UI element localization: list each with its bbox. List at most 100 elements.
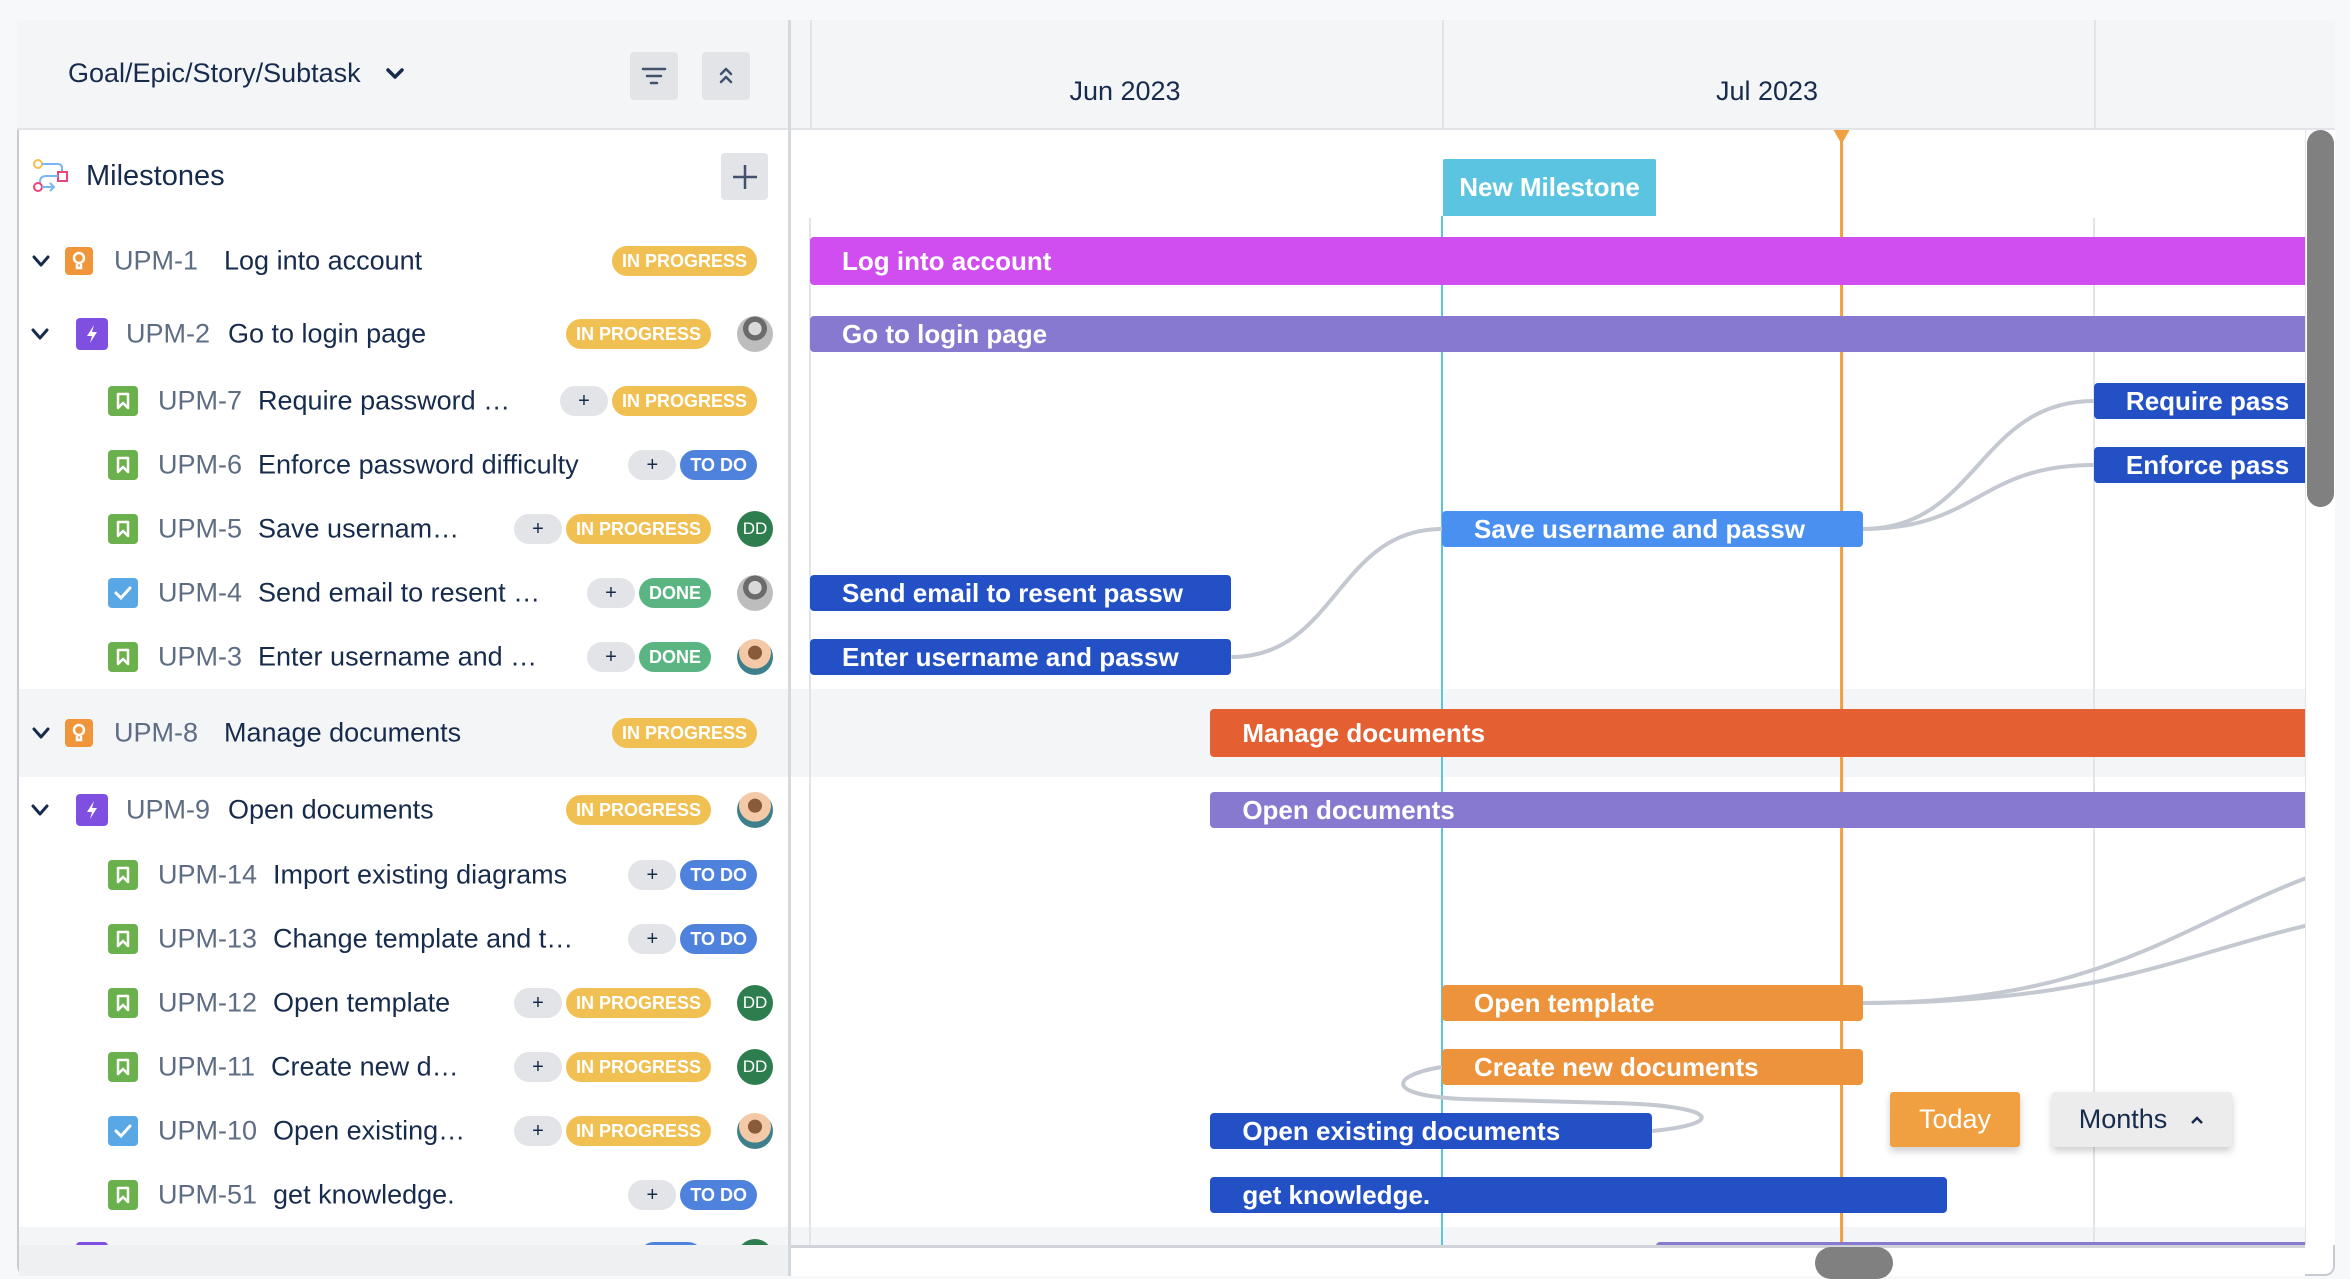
add-child-button[interactable]: +	[586, 642, 635, 672]
gantt-bar[interactable]: Send email to resent passw	[810, 575, 1232, 611]
horizontal-scrollbar[interactable]	[791, 1245, 2305, 1276]
vertical-scrollbar-thumb[interactable]	[2307, 130, 2334, 507]
horizontal-scrollbar-thumb[interactable]	[1815, 1247, 1893, 1279]
zoom-level-select[interactable]: Months	[2052, 1092, 2232, 1147]
status-badge[interactable]: DONE	[638, 578, 711, 608]
gantt-bar-partial[interactable]	[1656, 1242, 2305, 1245]
hierarchy-selector[interactable]: Goal/Epic/Story/Subtask	[68, 58, 405, 89]
gantt-bar[interactable]: Manage documents	[1210, 709, 2305, 757]
issue-key[interactable]: UPM-10	[158, 1115, 258, 1146]
gantt-bar[interactable]: Open existing documents	[1210, 1113, 1653, 1149]
add-milestone-button[interactable]	[721, 153, 768, 200]
gantt-bar[interactable]: get knowledge.	[1210, 1177, 1947, 1213]
gantt-bar[interactable]: Enforce pass	[2093, 447, 2305, 483]
add-child-button[interactable]: +	[513, 514, 562, 544]
issue-label[interactable]: UPM-14 Import existing diagrams	[158, 860, 567, 891]
gantt-bar[interactable]: Require pass	[2093, 383, 2305, 419]
status-badge[interactable]: DONE	[638, 642, 711, 672]
milestone-marker[interactable]: New Milestone	[1443, 159, 1656, 216]
issue-key[interactable]: UPM-12	[158, 987, 258, 1018]
issue-label[interactable]: UPM-1 Log into account	[114, 246, 422, 277]
issue-key[interactable]: UPM-14	[158, 859, 258, 890]
issue-key[interactable]: UPM-1	[114, 245, 199, 276]
today-button[interactable]: Today	[1890, 1092, 2020, 1147]
issue-row[interactable]: UPM-6 Enforce password difficulty + TO DO	[19, 433, 788, 497]
gantt-bar[interactable]: Save username and passw	[1442, 511, 1863, 547]
avatar[interactable]	[737, 316, 773, 352]
status-badge[interactable]: IN PROGRESS	[565, 1116, 711, 1146]
issue-label[interactable]: UPM-8 Manage documents	[114, 718, 461, 749]
avatar[interactable]	[737, 792, 773, 828]
status-badge[interactable]: IN PROGRESS	[565, 1052, 711, 1082]
avatar[interactable]	[737, 575, 773, 611]
gantt-bar[interactable]: Open documents	[1210, 792, 2305, 828]
issue-key[interactable]: UPM-13	[158, 923, 258, 954]
issue-label[interactable]: UPM-10 Open existing…	[158, 1116, 465, 1147]
add-child-button[interactable]: +	[586, 578, 635, 608]
avatar[interactable]: DD	[737, 511, 773, 547]
issue-row[interactable]: UPM-1 Log into account IN PROGRESS	[19, 223, 788, 299]
issue-label[interactable]: UPM-13 Change template and t…	[158, 924, 573, 955]
expand-chevron-icon[interactable]	[29, 323, 51, 345]
add-child-button[interactable]: +	[628, 1180, 677, 1210]
issue-row[interactable]: UPM-10 Open existing… + IN PROGRESS	[19, 1099, 788, 1163]
add-child-button[interactable]: +	[628, 860, 677, 890]
issue-row-partial[interactable]	[19, 1227, 788, 1245]
gantt-bar[interactable]: Go to login page	[810, 316, 2305, 352]
issue-row[interactable]: UPM-13 Change template and t… + TO DO	[19, 907, 788, 971]
issue-key[interactable]: UPM-7	[158, 385, 243, 416]
avatar[interactable]: DD	[737, 985, 773, 1021]
expand-chevron-icon[interactable]	[29, 799, 51, 821]
status-badge[interactable]: IN PROGRESS	[565, 795, 711, 825]
expand-chevron-icon[interactable]	[30, 722, 52, 744]
issue-label[interactable]: UPM-4 Send email to resent …	[158, 578, 540, 609]
add-child-button[interactable]: +	[513, 988, 562, 1018]
issue-row[interactable]: UPM-5 Save usernam… + IN PROGRESS DD	[19, 497, 788, 561]
status-badge[interactable]: TO DO	[680, 860, 757, 890]
issue-key[interactable]: UPM-4	[158, 577, 243, 608]
issue-label[interactable]: UPM-3 Enter username and …	[158, 642, 537, 673]
avatar[interactable]	[737, 1239, 773, 1245]
issue-key[interactable]: UPM-11	[158, 1051, 256, 1082]
status-badge[interactable]: TO DO	[680, 924, 757, 954]
status-badge[interactable]: IN PROGRESS	[565, 988, 711, 1018]
issue-key[interactable]: UPM-51	[158, 1179, 258, 1210]
issue-label[interactable]: UPM-11 Create new d…	[158, 1052, 459, 1083]
collapse-all-button[interactable]	[702, 52, 750, 100]
issue-label[interactable]: UPM-12 Open template	[158, 988, 450, 1019]
status-badge[interactable]: TO DO	[680, 1180, 757, 1210]
add-child-button[interactable]: +	[559, 386, 608, 416]
issue-row[interactable]: UPM-11 Create new d… + IN PROGRESS DD	[19, 1035, 788, 1099]
add-child-button[interactable]: +	[628, 924, 677, 954]
add-child-button[interactable]: +	[513, 1116, 562, 1146]
issue-row[interactable]: UPM-14 Import existing diagrams + TO DO	[19, 843, 788, 907]
issue-key[interactable]: UPM-3	[158, 641, 243, 672]
issue-key[interactable]: UPM-9	[126, 794, 211, 825]
gantt-bar[interactable]: Log into account	[810, 237, 2305, 285]
issue-label[interactable]: UPM-9 Open documents	[126, 795, 434, 826]
issue-row[interactable]: UPM-51 get knowledge. + TO DO	[19, 1163, 788, 1227]
issue-label[interactable]: UPM-5 Save usernam…	[158, 514, 459, 545]
issue-label[interactable]: UPM-2 Go to login page	[126, 319, 426, 350]
status-badge[interactable]: TO DO	[680, 450, 757, 480]
avatar[interactable]	[737, 639, 773, 675]
issue-row[interactable]: UPM-2 Go to login page IN PROGRESS	[19, 299, 788, 369]
issue-row[interactable]: UPM-12 Open template + IN PROGRESS DD	[19, 971, 788, 1035]
issue-row[interactable]: UPM-9 Open documents IN PROGRESS	[19, 777, 788, 843]
issue-key[interactable]: UPM-5	[158, 513, 243, 544]
issue-row[interactable]: UPM-3 Enter username and … + DONE	[19, 625, 788, 689]
issue-label[interactable]: UPM-6 Enforce password difficulty	[158, 450, 579, 481]
avatar[interactable]	[737, 1113, 773, 1149]
add-child-button[interactable]: +	[513, 1052, 562, 1082]
gantt-bar[interactable]: Create new documents	[1442, 1049, 1863, 1085]
issue-row[interactable]: UPM-4 Send email to resent … + DONE	[19, 561, 788, 625]
gantt-bar[interactable]: Open template	[1442, 985, 1863, 1021]
avatar[interactable]: DD	[737, 1049, 773, 1085]
status-badge[interactable]: IN PROGRESS	[611, 718, 757, 748]
status-badge[interactable]: IN PROGRESS	[565, 319, 711, 349]
status-badge[interactable]: IN PROGRESS	[565, 514, 711, 544]
issue-row[interactable]: UPM-7 Require password … + IN PROGRESS	[19, 369, 788, 433]
issue-label[interactable]: UPM-51 get knowledge.	[158, 1180, 455, 1211]
issue-label[interactable]: UPM-7 Require password …	[158, 386, 510, 417]
gantt-bar[interactable]: Enter username and passw	[810, 639, 1232, 675]
